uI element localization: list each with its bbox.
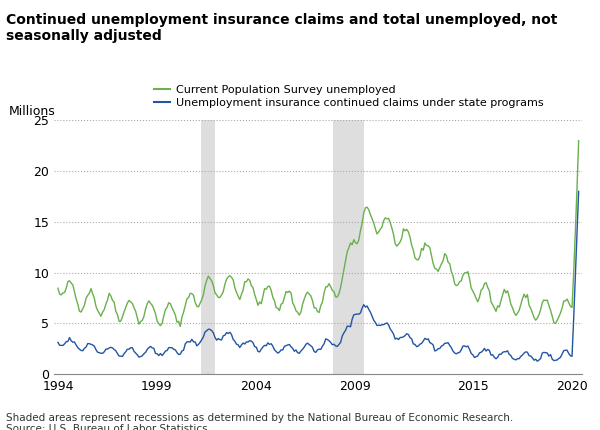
Text: Millions: Millions xyxy=(9,105,56,118)
Legend: Current Population Survey unemployed, Unemployment insurance continued claims un: Current Population Survey unemployed, Un… xyxy=(149,80,548,113)
Text: Continued unemployment insurance claims and total unemployed, not
seasonally adj: Continued unemployment insurance claims … xyxy=(6,13,557,43)
Text: Source: U.S. Bureau of Labor Statistics.: Source: U.S. Bureau of Labor Statistics. xyxy=(6,424,211,430)
Bar xyxy=(202,120,215,374)
Text: Shaded areas represent recessions as determined by the National Bureau of Econom: Shaded areas represent recessions as det… xyxy=(6,413,513,423)
Bar xyxy=(333,120,364,374)
